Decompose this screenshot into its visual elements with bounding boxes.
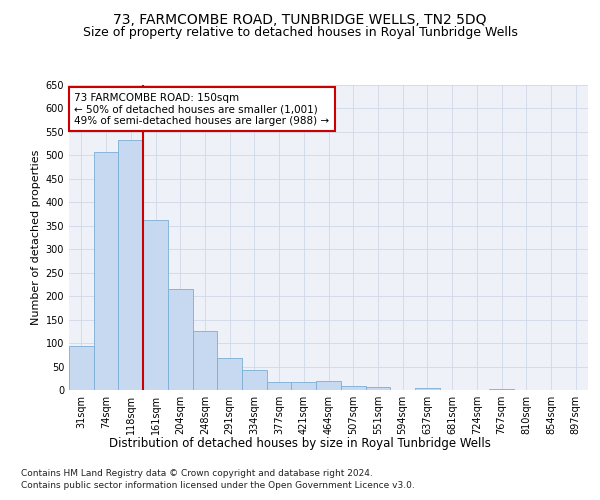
Bar [415,388,440,390]
Bar [292,382,316,390]
Text: 73 FARMCOMBE ROAD: 150sqm
← 50% of detached houses are smaller (1,001)
49% of se: 73 FARMCOMBE ROAD: 150sqm ← 50% of detac… [74,92,329,126]
Bar [341,386,365,390]
Text: Contains public sector information licensed under the Open Government Licence v3: Contains public sector information licen… [21,481,415,490]
Text: 73, FARMCOMBE ROAD, TUNBRIDGE WELLS, TN2 5DQ: 73, FARMCOMBE ROAD, TUNBRIDGE WELLS, TN2… [113,12,487,26]
Bar [143,220,168,390]
Bar [193,332,217,390]
Text: Contains HM Land Registry data © Crown copyright and database right 2024.: Contains HM Land Registry data © Crown c… [21,469,373,478]
Y-axis label: Number of detached properties: Number of detached properties [31,150,41,325]
Bar [489,389,514,390]
Bar [316,380,341,390]
Bar [217,358,242,390]
Bar [168,288,193,390]
Bar [94,152,118,390]
Bar [365,386,390,390]
Bar [69,346,94,390]
Bar [118,140,143,390]
Text: Size of property relative to detached houses in Royal Tunbridge Wells: Size of property relative to detached ho… [83,26,517,39]
Bar [242,370,267,390]
Text: Distribution of detached houses by size in Royal Tunbridge Wells: Distribution of detached houses by size … [109,438,491,450]
Bar [267,382,292,390]
